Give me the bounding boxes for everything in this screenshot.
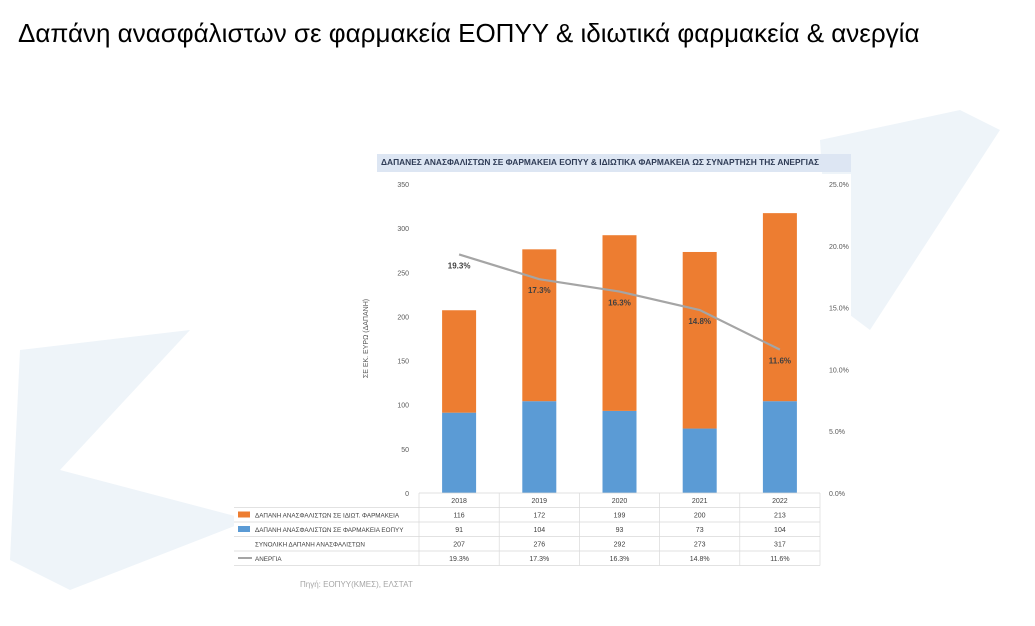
unemployment-line (458, 253, 781, 351)
slide-title: Δαπάνη ανασφάλιστων σε φαρμακεία ΕΟΠΥΥ &… (18, 18, 920, 48)
table-cell-value: 276 (533, 542, 545, 549)
bar-private (522, 249, 557, 402)
chart-title: ΔΑΠΑΝΕΣ ΑΝΑΣΦΑΛΙΣΤΩΝ ΣΕ ΦΑΡΜΑΚΕΙΑ ΕΟΠΥΥ … (381, 157, 820, 167)
table-cell-value: 14.8% (690, 556, 710, 563)
bar-eopyy (522, 401, 557, 493)
bar-private (762, 213, 797, 402)
table-series-name: ΑΝΕΡΓΙΑ (255, 556, 282, 563)
table-cell-value: 292 (614, 542, 626, 549)
table-cell-value: 93 (616, 527, 624, 534)
legend-key-private (238, 511, 250, 518)
y-tick-label: 300 (397, 226, 409, 233)
table-cell-value: 104 (774, 527, 786, 534)
y2-tick-label: 15.0% (829, 306, 849, 313)
table-header-year: 2020 (612, 498, 628, 505)
table-cell-value: 273 (694, 542, 706, 549)
table-header-year: 2021 (692, 498, 708, 505)
y-tick-label: 100 (397, 403, 409, 410)
table-cell-value: 207 (453, 542, 465, 549)
table-cell-value: 17.3% (529, 556, 549, 563)
table-cell-value: 172 (533, 513, 545, 520)
source-note: Πηγή: ΕΟΠΥΥ(ΚΜΕΣ), ΕΛΣΤΑΤ (300, 580, 413, 589)
legend-key-eopyy (238, 526, 250, 532)
table-cell-value: 91 (455, 527, 463, 534)
table-series-name: ΔΑΠΑΝΗ ΑΝΑΣΦΑΛΙΣΤΩΝ ΣΕ ΦΑΡΜΑΚΕΙΑ ΕΟΠΥΥ (255, 527, 404, 534)
y-tick-label: 350 (397, 182, 409, 189)
bar-eopyy (602, 410, 637, 493)
y-axis-label: ΣΕ ΕΚ. ΕΥΡΩ (ΔΑΠΑΝΗ) (363, 299, 370, 378)
table-cell-value: 213 (774, 513, 786, 520)
table-cell-value: 16.3% (610, 556, 630, 563)
bar-private (602, 235, 637, 411)
chart-title-bar (377, 154, 851, 172)
table-cell-value: 199 (614, 513, 626, 520)
table-cell-value: 104 (533, 527, 545, 534)
table-header-year: 2022 (772, 498, 788, 505)
y2-tick-label: 25.0% (829, 182, 849, 189)
y-tick-label: 50 (401, 447, 409, 454)
sigma-watermark-shape (820, 110, 1000, 330)
y2-tick-label: 20.0% (829, 244, 849, 251)
table-series-name: ΔΑΠΑΝΗ ΑΝΑΣΦΑΛΙΣΤΩΝ ΣΕ ΙΔΙΩΤ. ΦΑΡΜΑΚΕΙΑ (255, 513, 400, 520)
table-cell-value: 11.6% (770, 556, 789, 563)
table-cell-value: 317 (774, 542, 786, 549)
y-tick-label: 0 (405, 491, 409, 498)
y2-tick-label: 5.0% (829, 429, 845, 436)
bar-private (442, 310, 477, 413)
unemployment-data-label: 11.6% (769, 357, 791, 366)
table-cell-value: 200 (694, 513, 706, 520)
y-tick-label: 200 (397, 314, 409, 321)
unemployment-data-label: 14.8% (688, 317, 711, 326)
bar-private (682, 251, 717, 429)
table-cell-value: 73 (696, 527, 704, 534)
unemployment-data-label: 17.3% (528, 286, 551, 295)
y2-tick-label: 10.0% (829, 367, 849, 374)
bar-eopyy (762, 401, 797, 493)
unemployment-data-label: 19.3% (448, 261, 471, 270)
table-header-year: 2019 (532, 498, 548, 505)
table-header-year: 2018 (451, 498, 467, 505)
y-tick-label: 150 (397, 359, 409, 366)
bar-eopyy (682, 428, 717, 493)
y2-tick-label: 0.0% (829, 491, 845, 498)
table-cell-value: 19.3% (449, 556, 469, 563)
bar-eopyy (442, 412, 477, 493)
table-series-name: ΣΥΝΟΛΙΚΗ ΔΑΠΑΝΗ ΑΝΑΣΦΑΛΙΣΤΩΝ (255, 542, 365, 549)
y-tick-label: 250 (397, 270, 409, 277)
table-cell-value: 116 (454, 513, 465, 520)
sigma-watermark-shape (10, 330, 250, 590)
unemployment-data-label: 16.3% (608, 299, 631, 308)
